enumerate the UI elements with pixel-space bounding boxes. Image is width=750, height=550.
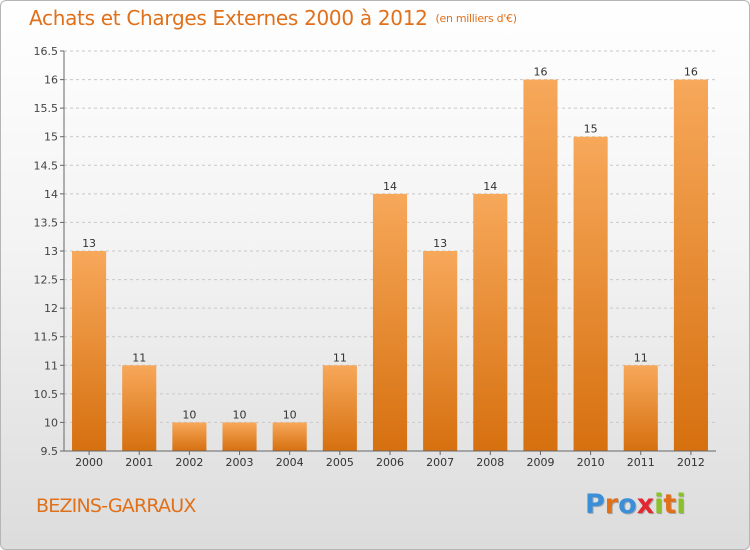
y-tick-label: 13.5 <box>34 216 59 229</box>
bar <box>623 365 658 451</box>
y-tick-label: 16 <box>44 74 58 87</box>
x-tick-label: 2001 <box>125 456 153 469</box>
x-tick-label: 2011 <box>627 456 655 469</box>
x-tick-label: 2008 <box>476 456 504 469</box>
x-tick-label: 2010 <box>577 456 605 469</box>
bars: 13 11 10 10 10 11 14 13 14 16 15 11 16 <box>72 66 708 452</box>
logo-letter: x <box>636 489 655 520</box>
bar <box>423 251 458 451</box>
bar-value-label: 13 <box>433 237 447 250</box>
bar-value-label: 11 <box>634 351 648 364</box>
x-tick-label: 2009 <box>526 456 554 469</box>
logo-letter: P <box>585 489 605 520</box>
bar-value-label: 14 <box>383 180 397 193</box>
bar <box>322 365 357 451</box>
y-tick-label: 15 <box>44 131 58 144</box>
chart-title-text: Achats et Charges Externes 2000 à 2012 <box>29 6 428 30</box>
bar-value-label: 11 <box>333 351 347 364</box>
bar <box>72 251 107 451</box>
bar <box>122 365 157 451</box>
bar-value-label: 15 <box>584 123 598 136</box>
bar-value-label: 16 <box>684 66 698 79</box>
bar <box>523 79 558 452</box>
y-tick-label: 12.5 <box>34 274 59 287</box>
y-tick-label: 14 <box>44 188 58 201</box>
logo-letter: o <box>618 489 637 520</box>
logo-letter: r <box>604 489 619 520</box>
bar-value-label: 16 <box>533 66 547 79</box>
y-tick-label: 10.5 <box>34 388 59 401</box>
bar <box>473 193 508 451</box>
bar-value-label: 10 <box>233 408 247 421</box>
x-tick-label: 2002 <box>175 456 203 469</box>
y-tick-label: 11.5 <box>34 331 59 344</box>
bar <box>272 422 307 451</box>
proxiti-logo: Proxiti <box>585 489 686 520</box>
y-tick-label: 11 <box>44 359 58 372</box>
x-tick-label: 2012 <box>677 456 705 469</box>
chart-unit: (en milliers d'€) <box>435 12 517 25</box>
bar <box>673 79 708 452</box>
x-tick-label: 2004 <box>276 456 304 469</box>
y-tick-label: 15.5 <box>34 102 59 115</box>
bar-value-label: 10 <box>283 408 297 421</box>
bar <box>372 193 408 451</box>
axes: 9.5 10 10.5 11 11.5 12 12.5 13 13.5 14 14.5 15 15.5 1… <box>34 45 716 469</box>
logo-letter: i <box>676 489 686 520</box>
bar-value-label: 14 <box>483 180 497 193</box>
logo-letter: t <box>663 489 677 520</box>
y-tick-label: 13 <box>44 245 58 258</box>
bar <box>222 422 257 451</box>
bar-value-label: 13 <box>82 237 96 250</box>
x-tick-label: 2007 <box>426 456 454 469</box>
y-tick-label: 16.5 <box>34 45 59 58</box>
x-tick-label: 2006 <box>376 456 404 469</box>
chart-title: Achats et Charges Externes 2000 à 2012 (e… <box>29 6 517 30</box>
y-tick-label: 10 <box>44 416 58 429</box>
bar <box>573 136 608 451</box>
y-tick-label: 12 <box>44 302 58 315</box>
bar <box>172 422 207 451</box>
commune-name: BEZINS-GARRAUX <box>36 495 196 517</box>
x-tick-label: 2000 <box>75 456 103 469</box>
x-tick-label: 2005 <box>326 456 354 469</box>
y-tick-label: 14.5 <box>34 159 59 172</box>
bar-value-label: 10 <box>182 408 196 421</box>
x-tick-label: 2003 <box>226 456 254 469</box>
bar-value-label: 11 <box>132 351 146 364</box>
logo-letter: i <box>654 489 664 520</box>
y-tick-label: 9.5 <box>41 445 59 458</box>
